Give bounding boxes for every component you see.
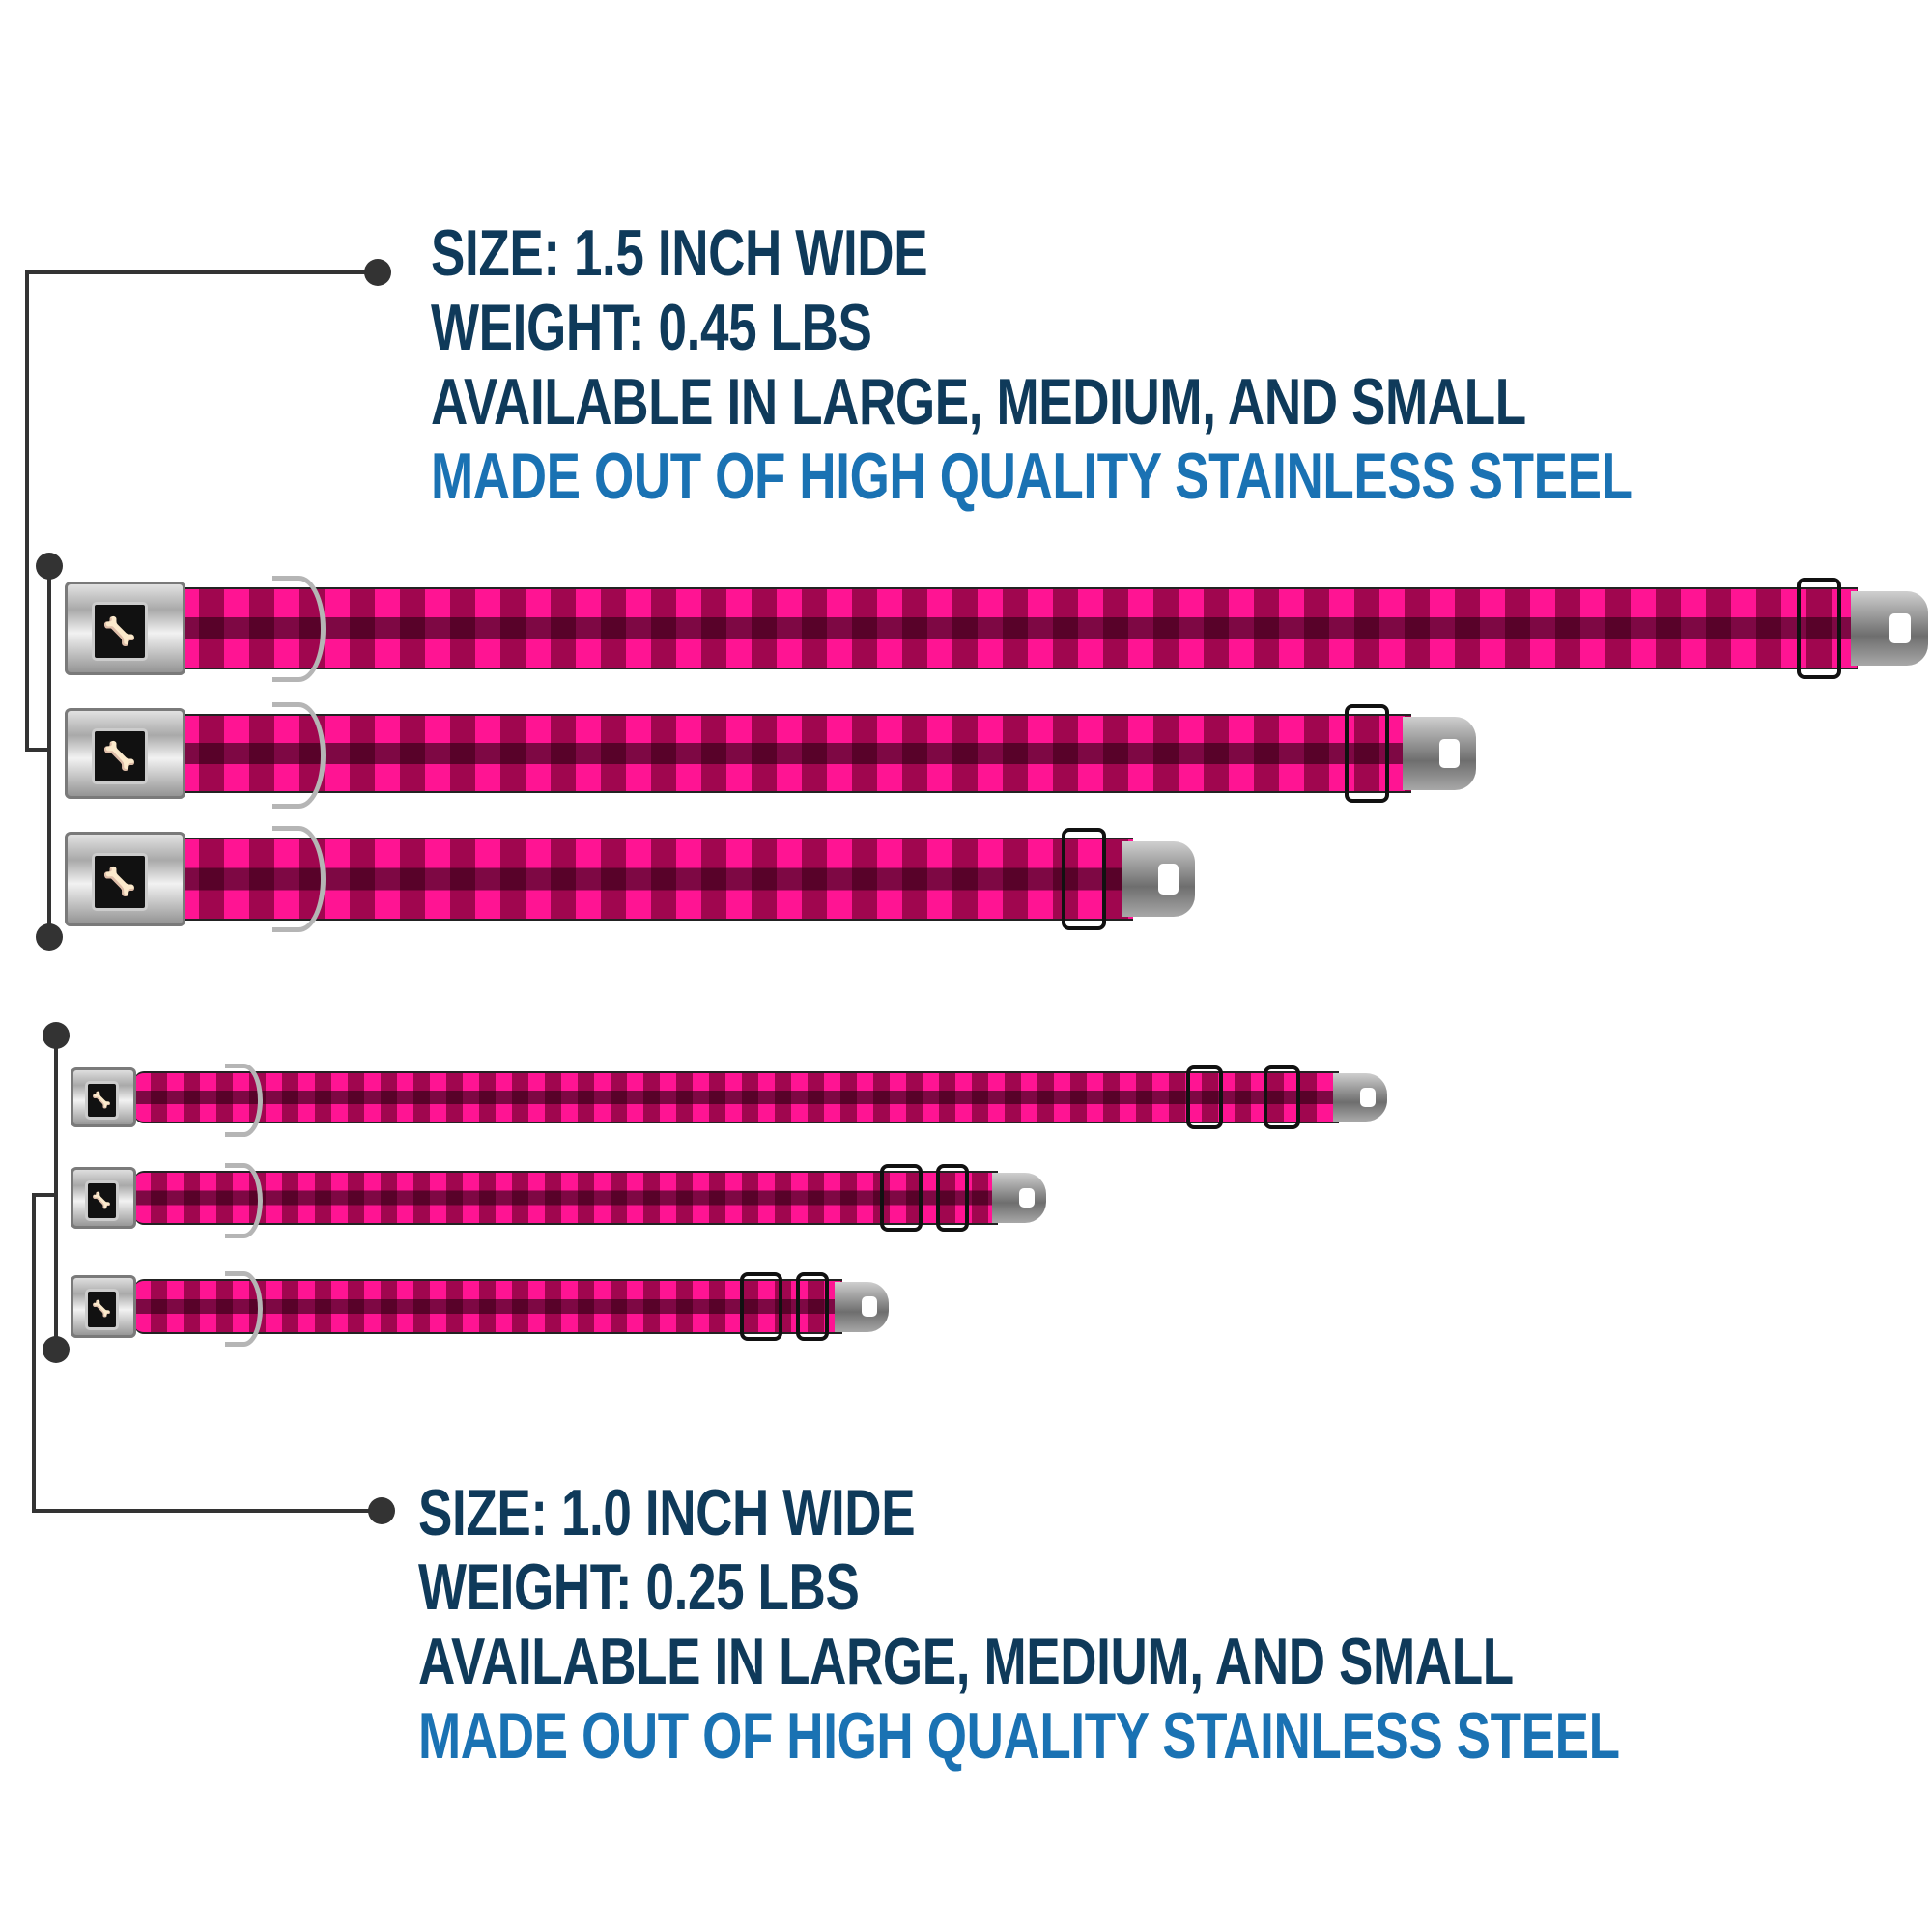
bracket-dot [43,1336,70,1363]
weight-text: WEIGHT: 0.45 LBS [431,291,872,364]
plaid-strap [134,1070,1339,1124]
strap-keeper [880,1164,923,1232]
buckle-tab [1122,840,1195,918]
strap-keeper [1797,578,1841,679]
bone-icon: 🦴 [91,727,148,785]
d-ring [225,1271,263,1347]
bone-icon: 🦴 [91,852,148,912]
seatbelt-buckle: 🦴 [65,582,185,675]
material-text: MADE OUT OF HIGH QUALITY STAINLESS STEEL [431,440,1633,513]
seatbelt-buckle: 🦴 [71,1167,136,1229]
connector-line [32,1509,382,1513]
connector-line [25,748,51,752]
strap-keeper [1062,828,1106,930]
connector-line [25,270,29,752]
strap-keeper [936,1164,969,1232]
bracket-dot [36,923,63,951]
material-text: MADE OUT OF HIGH QUALITY STAINLESS STEEL [418,1699,1620,1773]
collar-narrow-large: 🦴 [71,1064,1387,1137]
seatbelt-buckle: 🦴 [65,708,185,799]
strap-keeper [740,1272,782,1341]
collar-wide-medium: 🦴 [65,702,1476,809]
d-ring [225,1064,263,1137]
plaid-strap [134,1170,998,1226]
connector-line [27,270,378,274]
buckle-tab [1851,590,1928,667]
weight-text: WEIGHT: 0.25 LBS [418,1550,860,1624]
collar-wide-large: 🦴 [65,576,1928,682]
plaid-strap [174,586,1858,670]
buckle-tab [1403,717,1476,790]
d-ring [225,1163,263,1238]
strap-keeper [1186,1065,1223,1130]
seatbelt-buckle: 🦴 [71,1275,136,1338]
bracket-line [54,1036,58,1350]
buckle-tab [835,1281,889,1332]
buckle-tab [1333,1073,1387,1122]
connector-dot [368,1497,395,1524]
bone-icon: 🦴 [91,602,148,661]
seatbelt-buckle: 🦴 [71,1067,136,1127]
strap-keeper [1264,1065,1300,1130]
bone-icon: 🦴 [84,1080,119,1121]
bone-icon: 🦴 [84,1289,119,1330]
buckle-tab [992,1173,1046,1223]
bracket-dot [36,553,63,580]
plaid-strap [174,837,1133,922]
availability-text: AVAILABLE IN LARGE, MEDIUM, AND SMALL [418,1625,1514,1698]
strap-keeper [1345,704,1389,803]
strap-keeper [796,1272,829,1341]
plaid-strap [174,713,1411,794]
bone-icon: 🦴 [84,1180,119,1221]
d-ring [272,826,326,932]
seatbelt-buckle: 🦴 [65,832,185,926]
d-ring [272,576,326,682]
connector-dot [364,259,391,286]
bracket-line [47,566,51,937]
d-ring [272,702,326,809]
bracket-dot [43,1022,70,1049]
connector-line [32,1193,58,1197]
collar-wide-small: 🦴 [65,826,1195,932]
size-text: SIZE: 1.0 INCH WIDE [418,1476,916,1549]
connector-line [32,1193,36,1513]
availability-text: AVAILABLE IN LARGE, MEDIUM, AND SMALL [431,365,1526,439]
collar-narrow-small: 🦴 [71,1271,889,1347]
size-text: SIZE: 1.5 INCH WIDE [431,216,928,290]
collar-narrow-medium: 🦴 [71,1163,1046,1238]
